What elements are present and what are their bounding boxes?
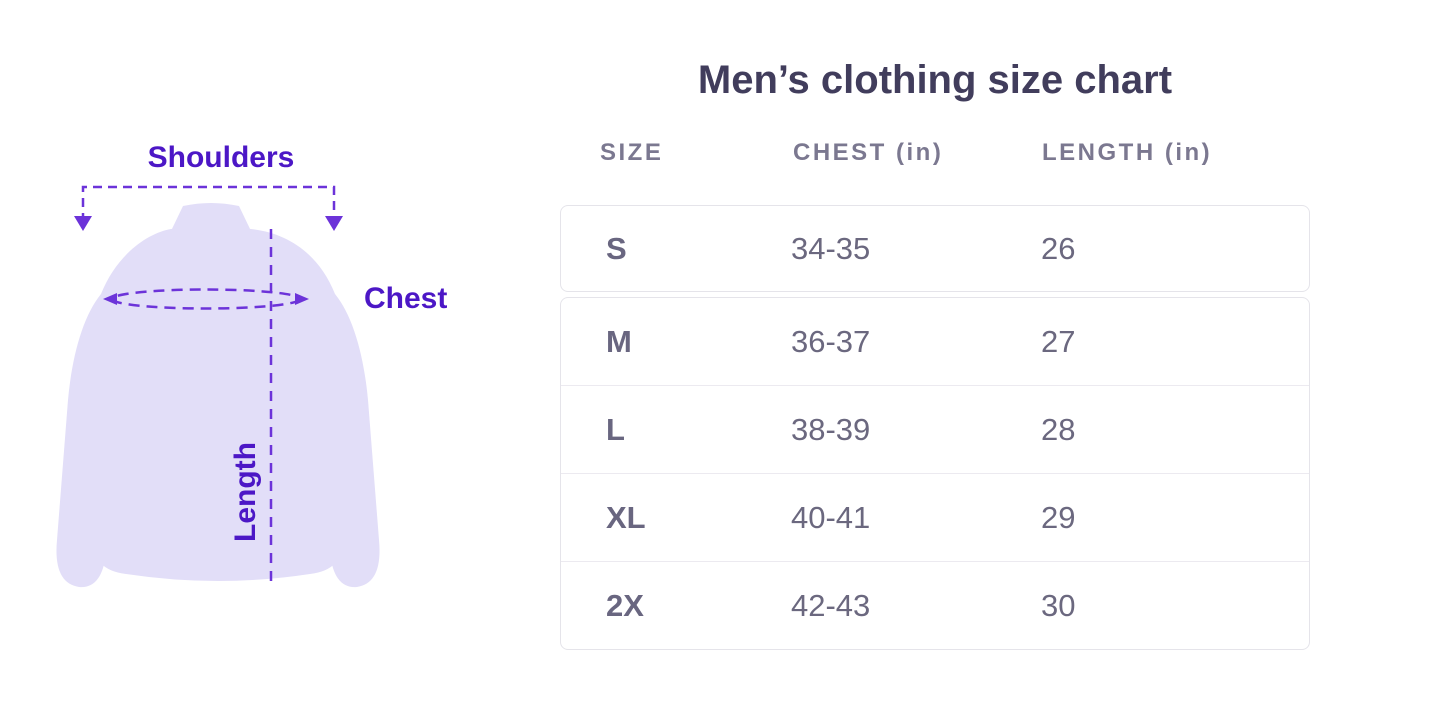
column-header-chest: CHEST (in)	[793, 139, 944, 166]
chest-cell: 42-43	[791, 587, 871, 623]
shirt-body	[92, 226, 344, 581]
length-cell: 30	[1041, 587, 1076, 623]
table-row: M 36-37 27	[561, 298, 1309, 385]
length-cell: 28	[1041, 411, 1076, 447]
shoulders-measure-line	[81, 185, 336, 222]
table-row: S 34-35 26	[561, 206, 1309, 291]
chest-cell: 34-35	[791, 230, 871, 266]
size-cell: L	[606, 411, 625, 447]
chest-label: Chest	[364, 282, 448, 315]
shoulders-label: Shoulders	[147, 141, 295, 174]
chest-arrow-left	[103, 293, 117, 305]
table-row: XL 40-41 29	[561, 473, 1309, 561]
shoulders-arrow-left	[74, 216, 92, 231]
size-cell: XL	[606, 499, 646, 535]
size-cell: 2X	[606, 587, 644, 623]
shirt-silhouette	[56, 203, 380, 588]
table-row-group-bottom: M 36-37 27 L 38-39 28 XL 40-41 29 2X 42-…	[560, 297, 1310, 650]
length-cell: 27	[1041, 323, 1076, 359]
shirt-graphic	[56, 185, 380, 588]
chest-cell: 36-37	[791, 323, 871, 359]
column-header-size: SIZE	[600, 139, 664, 166]
table-row: 2X 42-43 30	[561, 561, 1309, 649]
shirt-collar	[171, 203, 251, 231]
chest-cell: 40-41	[791, 499, 871, 535]
size-cell: M	[606, 323, 632, 359]
chest-cell: 38-39	[791, 411, 871, 447]
table-row-group-top: S 34-35 26	[560, 205, 1310, 292]
length-cell: 26	[1041, 230, 1076, 266]
table-row: L 38-39 28	[561, 385, 1309, 473]
chart-title: Men’s clothing size chart	[697, 58, 1173, 102]
table-header-row: SIZE CHEST (in) LENGTH (in)	[560, 139, 1310, 167]
shirt-measurement-diagram: Shoulders Chest Length	[0, 0, 500, 725]
size-cell: S	[606, 230, 627, 266]
chest-arrow-right	[295, 293, 309, 305]
shoulders-arrow-right	[325, 216, 343, 231]
length-label: Length	[229, 442, 262, 542]
column-header-length: LENGTH (in)	[1042, 139, 1213, 166]
length-cell: 29	[1041, 499, 1076, 535]
